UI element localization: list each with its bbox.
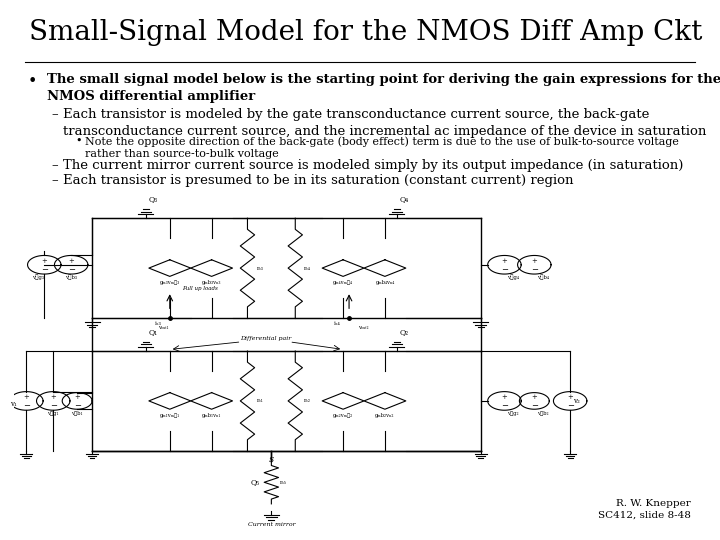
Text: v₝g₂: v₝g₂ xyxy=(508,411,519,416)
Text: +: + xyxy=(531,393,537,401)
Text: v₝b₂: v₝b₂ xyxy=(537,411,549,416)
Text: rₒ₁: rₒ₁ xyxy=(256,399,264,403)
Text: +: + xyxy=(502,393,508,401)
Text: v₝b₄: v₝b₄ xyxy=(537,275,549,280)
Text: Q₂: Q₂ xyxy=(400,328,409,336)
Text: Q₁: Q₁ xyxy=(149,328,158,336)
Text: +: + xyxy=(531,257,537,265)
Text: S: S xyxy=(269,456,274,464)
Text: −: − xyxy=(501,266,508,274)
Text: −: − xyxy=(531,402,538,410)
Text: rₒ₂: rₒ₂ xyxy=(305,399,311,403)
Text: +: + xyxy=(24,393,30,401)
Text: −: − xyxy=(50,402,57,410)
Text: Note the opposite direction of the back-gate (body effect) term is due to the us: Note the opposite direction of the back-… xyxy=(85,136,679,159)
Text: −: − xyxy=(567,402,574,410)
Text: vₒᵤₜ₂: vₒᵤₜ₂ xyxy=(358,325,369,329)
Text: −: − xyxy=(501,402,508,410)
Text: v₝b₁: v₝b₁ xyxy=(71,411,83,416)
Text: +: + xyxy=(68,257,74,265)
Text: +: + xyxy=(50,393,56,401)
Text: gₘb₄vₙ₄: gₘb₄vₙ₄ xyxy=(375,280,395,285)
Text: gₘb₃vₙ₃: gₘb₃vₙ₃ xyxy=(202,280,221,285)
Text: Differential pair: Differential pair xyxy=(240,336,291,341)
Text: gₘb₁vₙ₁: gₘb₁vₙ₁ xyxy=(202,413,221,417)
Text: +: + xyxy=(42,257,47,265)
Text: –: – xyxy=(52,108,58,121)
Text: +: + xyxy=(74,393,80,401)
Text: rₒ₃: rₒ₃ xyxy=(256,266,264,271)
Text: v₂: v₂ xyxy=(573,397,580,405)
Text: R. W. Knepper
SC412, slide 8-48: R. W. Knepper SC412, slide 8-48 xyxy=(598,498,691,519)
Text: –: – xyxy=(52,159,58,172)
Text: +: + xyxy=(502,257,508,265)
Text: The small signal model below is the starting point for deriving the gain express: The small signal model below is the star… xyxy=(47,73,720,103)
Text: −: − xyxy=(41,266,48,274)
Text: +: + xyxy=(567,393,573,401)
Text: v₝g₁: v₝g₁ xyxy=(48,411,59,416)
Text: gₘb₂vₙ₂: gₘb₂vₙ₂ xyxy=(375,413,395,417)
Text: iₒ₄: iₒ₄ xyxy=(333,321,341,326)
Text: Q₅: Q₅ xyxy=(251,478,259,487)
Text: v₝g₄: v₝g₄ xyxy=(508,275,520,280)
Text: Current mirror: Current mirror xyxy=(248,522,295,527)
Text: −: − xyxy=(23,402,30,410)
Text: gₘ₃vₘ₝₃: gₘ₃vₘ₝₃ xyxy=(160,280,180,285)
Text: vₒᵤₜ₁: vₒᵤₜ₁ xyxy=(158,325,169,329)
Text: Small-Signal Model for the NMOS Diff Amp Ckt: Small-Signal Model for the NMOS Diff Amp… xyxy=(29,19,702,46)
Text: •: • xyxy=(76,136,82,146)
Text: v₝g₃: v₝g₃ xyxy=(32,275,45,280)
Text: The current mirror current source is modeled simply by its output impedance (in : The current mirror current source is mod… xyxy=(63,159,684,172)
Text: rₒ₅: rₒ₅ xyxy=(280,480,287,485)
Text: −: − xyxy=(73,402,81,410)
Text: Q₃: Q₃ xyxy=(149,195,158,204)
Text: iₒ₃: iₒ₃ xyxy=(154,321,161,326)
Text: rₒ₄: rₒ₄ xyxy=(305,266,311,271)
Text: –: – xyxy=(52,174,58,187)
Text: Each transistor is presumed to be in its saturation (constant current) region: Each transistor is presumed to be in its… xyxy=(63,174,574,187)
Text: Pull up loads: Pull up loads xyxy=(181,286,217,292)
Text: v₁: v₁ xyxy=(11,400,17,408)
Text: −: − xyxy=(68,266,75,274)
Text: gₘ₁vₘ₝₁: gₘ₁vₘ₝₁ xyxy=(160,413,180,417)
Text: v₝b₃: v₝b₃ xyxy=(65,275,77,280)
Text: gₘ₄vₘ₝₄: gₘ₄vₘ₝₄ xyxy=(333,280,353,285)
Text: •: • xyxy=(27,73,37,90)
Text: Each transistor is modeled by the gate transconductance current source, the back: Each transistor is modeled by the gate t… xyxy=(63,108,707,138)
Text: −: − xyxy=(531,266,538,274)
Text: Q₄: Q₄ xyxy=(400,195,409,204)
Text: gₘ₂vₘ₝₂: gₘ₂vₘ₝₂ xyxy=(333,413,354,417)
